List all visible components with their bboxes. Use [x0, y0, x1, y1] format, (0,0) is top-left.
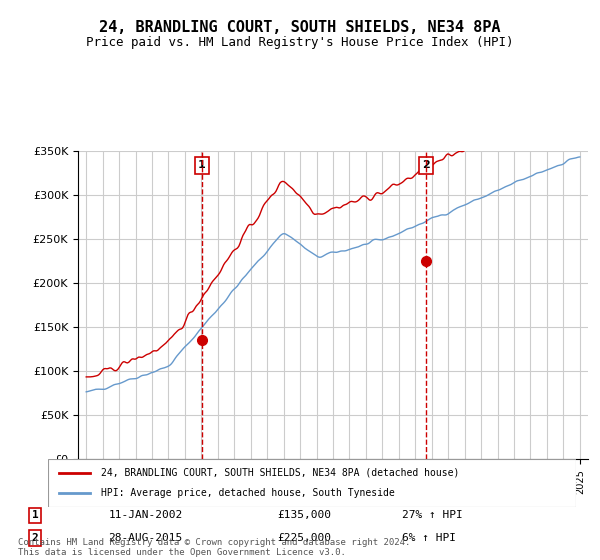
Text: 1: 1 — [32, 510, 38, 520]
FancyBboxPatch shape — [48, 459, 576, 507]
Text: 6% ↑ HPI: 6% ↑ HPI — [401, 533, 455, 543]
Text: 1: 1 — [198, 160, 206, 170]
Text: £135,000: £135,000 — [277, 510, 331, 520]
Text: 2: 2 — [422, 160, 430, 170]
Text: Contains HM Land Registry data © Crown copyright and database right 2024.
This d: Contains HM Land Registry data © Crown c… — [18, 538, 410, 557]
Text: 28-AUG-2015: 28-AUG-2015 — [108, 533, 182, 543]
Text: HPI: Average price, detached house, South Tyneside: HPI: Average price, detached house, Sout… — [101, 488, 395, 498]
Text: 2: 2 — [32, 533, 38, 543]
Text: 27% ↑ HPI: 27% ↑ HPI — [401, 510, 462, 520]
Text: 24, BRANDLING COURT, SOUTH SHIELDS, NE34 8PA (detached house): 24, BRANDLING COURT, SOUTH SHIELDS, NE34… — [101, 468, 459, 478]
Text: 24, BRANDLING COURT, SOUTH SHIELDS, NE34 8PA: 24, BRANDLING COURT, SOUTH SHIELDS, NE34… — [99, 20, 501, 35]
Text: Price paid vs. HM Land Registry's House Price Index (HPI): Price paid vs. HM Land Registry's House … — [86, 36, 514, 49]
Text: £225,000: £225,000 — [277, 533, 331, 543]
Text: 11-JAN-2002: 11-JAN-2002 — [108, 510, 182, 520]
